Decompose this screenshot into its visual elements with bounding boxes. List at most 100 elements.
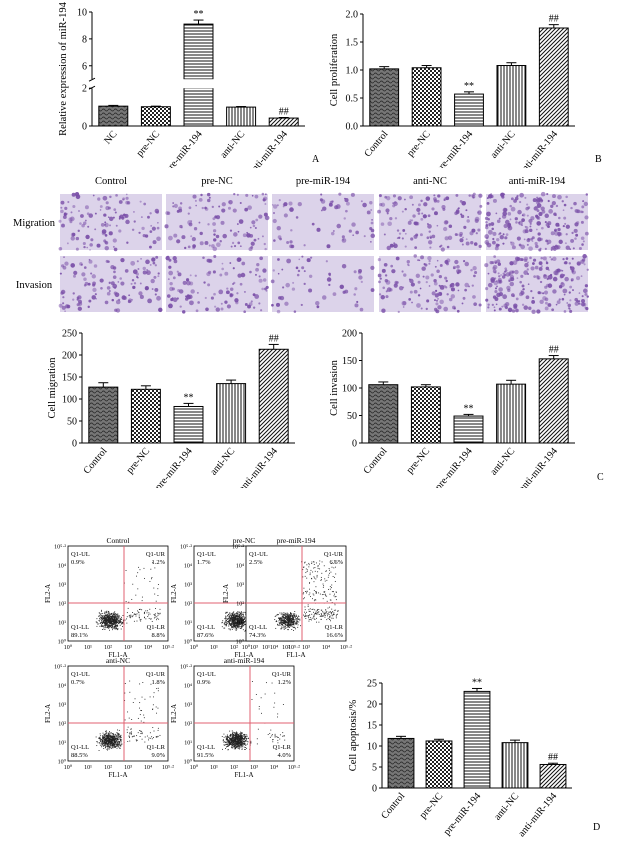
quadrant-label: Q1-LR (273, 744, 292, 751)
y-tick-label: 10⁰ (58, 759, 67, 766)
y-axis-label: FL2-A (44, 704, 52, 723)
x-tick-label: NC (102, 129, 120, 147)
y-tick-label: 10¹ (184, 741, 192, 747)
micrograph-column-label: pre-miR-194 (296, 176, 351, 187)
quadrant-value: 1.8% (151, 679, 165, 686)
quadrant-label: Q1-LL (71, 744, 89, 751)
significance-mark: ** (472, 677, 482, 688)
quadrant-value: 88.5% (71, 752, 88, 759)
micrograph-column-label: pre-NC (201, 176, 233, 187)
x-tick-label: 10³ (250, 645, 258, 651)
micrograph-image (58, 192, 162, 252)
bar (173, 405, 204, 444)
bar (538, 358, 569, 444)
quadrant-value: 1.2% (151, 559, 165, 566)
y-tick-label: 10⁵·² (180, 665, 192, 671)
quadrant-value: 4.0% (277, 752, 291, 759)
y-tick-label: 10³ (184, 703, 192, 709)
x-tick-label: anti-miR-194 (517, 446, 560, 488)
x-tick-label: 10⁰ (242, 644, 251, 651)
x-axis-label: FL1-A (108, 651, 127, 659)
bar (463, 690, 491, 789)
quadrant-value: 1.7% (197, 559, 211, 566)
y-tick-label: 0 (352, 439, 357, 450)
y-tick-label: 8 (82, 34, 87, 45)
quadrant-value: 89.1% (71, 632, 88, 639)
bar (258, 348, 289, 444)
x-tick-label: 10⁵·² (162, 645, 174, 651)
y-tick-label: 50 (347, 411, 357, 422)
x-tick-label: 10¹ (210, 645, 218, 651)
bar (183, 23, 214, 127)
micrograph-image (484, 191, 589, 252)
x-tick-label: anti-miR-194 (237, 446, 280, 488)
quadrant-label: Q1-LL (197, 744, 215, 751)
chart-a-relative-expression: 0 2 6 8 10 Relative expression of miR-194 NC pr… (58, 1, 320, 168)
panel-label: D (593, 822, 600, 833)
y-axis-label: Cell apoptosis/% (348, 700, 359, 772)
micrograph-image (58, 255, 163, 313)
bar (98, 105, 129, 127)
x-tick-label: anti-miR-194 (517, 129, 560, 168)
significance-mark: ** (464, 403, 474, 414)
x-tick-label: anti-NC (488, 446, 517, 478)
y-tick-label: 10³ (58, 703, 66, 709)
quadrant-value: 74.3% (249, 632, 266, 639)
x-tick-label: 10⁴ (322, 645, 330, 651)
x-tick-label: Control (362, 446, 390, 477)
significance-mark: ## (269, 333, 279, 344)
bar (88, 386, 119, 444)
x-tick-label: anti-miR-194 (516, 791, 559, 839)
x-tick-label: anti-NC (208, 446, 237, 478)
panel-label: B (595, 154, 602, 165)
x-tick-label: 10² (104, 645, 112, 651)
y-tick-label: 10² (236, 602, 244, 608)
significance-mark: ** (464, 81, 474, 92)
bar (268, 117, 299, 127)
quadrant-value: 91.5% (197, 752, 214, 759)
quadrant-value: 9.0% (151, 752, 165, 759)
x-tick-label: 10² (230, 645, 238, 651)
quadrant-label: Q1-LL (71, 624, 89, 631)
x-tick-label: 10³ (302, 645, 310, 651)
flow-plot-title: anti-miR-194 (224, 656, 265, 665)
quadrant-label: Q1-LL (197, 624, 215, 631)
quadrant-label: Q1-UL (197, 551, 216, 558)
flow-cytometry-grid: ControlQ1-UL0.9%Q1-UR1.2%Q1-LL89.1%Q1-LR… (44, 536, 352, 779)
x-tick-label: anti-miR-194 (247, 129, 290, 168)
y-tick-label: 10⁰ (184, 639, 193, 646)
chart-d-cell-apoptosis: 0 5 10 15 20 25 Cell apoptosis/% Control pre-NC *… (348, 677, 600, 839)
y-tick-label: 6 (82, 61, 87, 72)
x-tick-label: 10¹ (262, 645, 270, 651)
micrograph-column-label: anti-miR-194 (509, 176, 566, 187)
x-tick-label: 10⁵·² (340, 645, 352, 651)
x-tick-label: 10⁴ (270, 645, 278, 651)
y-axis-label: FL2-A (44, 584, 52, 603)
micrograph-row-label: Migration (13, 218, 56, 229)
y-tick-label: 10² (58, 722, 66, 728)
bar (387, 737, 415, 789)
micrograph-image (271, 192, 375, 250)
bar (369, 68, 400, 127)
y-tick-label: 0 (372, 784, 377, 795)
quadrant-label: Q1-UL (71, 551, 90, 558)
quadrant-label: Q1-LR (147, 744, 166, 751)
x-tick-label: 10⁵·² (288, 765, 300, 771)
bar (425, 740, 453, 789)
significance-mark: ## (548, 752, 558, 763)
x-axis-label: FL1-A (286, 651, 305, 659)
micrograph-image (484, 254, 589, 315)
significance-mark: ## (549, 345, 559, 356)
micrograph-column-label: Control (95, 176, 127, 187)
x-tick-label: pre-miR-194 (163, 129, 205, 168)
micrograph-image (165, 255, 269, 314)
y-tick-label: 10⁴ (184, 564, 192, 570)
bar (454, 93, 484, 127)
x-tick-label: pre-NC (134, 129, 162, 159)
x-tick-label: pre-miR-194 (442, 791, 484, 838)
x-tick-label: 10⁴ (270, 765, 278, 771)
x-axis-label: FL1-A (108, 771, 127, 779)
micrograph-column-label: anti-NC (413, 176, 447, 187)
